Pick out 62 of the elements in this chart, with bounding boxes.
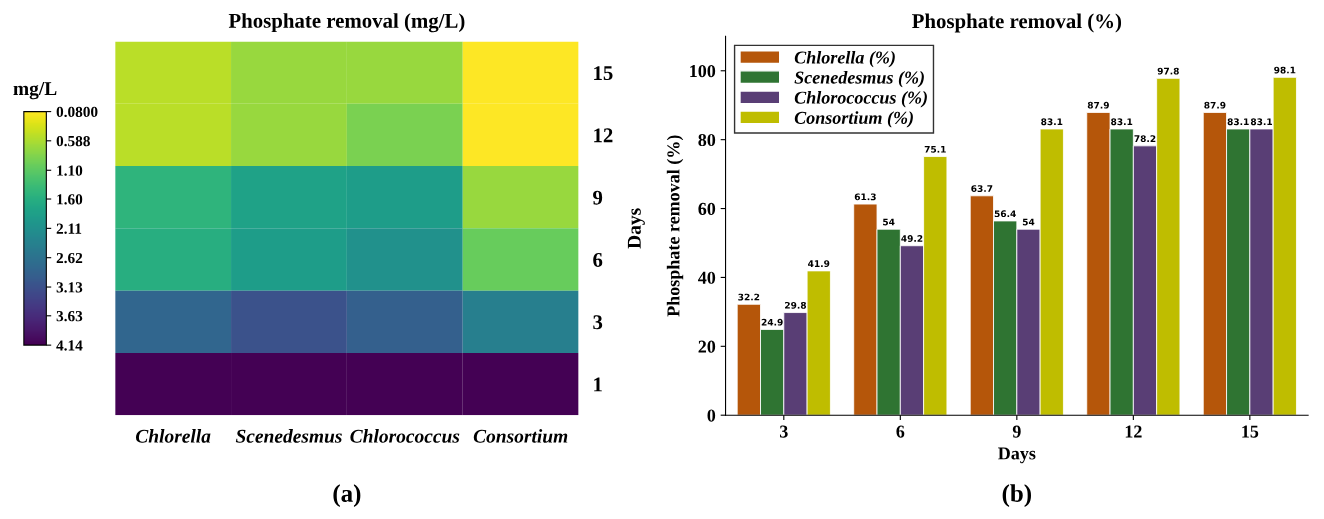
data-label: 87.9	[1204, 101, 1226, 109]
x-tick-label: 3	[779, 425, 788, 438]
y-axis-title: Phosphate removal (%)	[666, 135, 684, 317]
text: (a)	[333, 484, 361, 507]
data-label: 61.3	[854, 193, 876, 201]
x-tick-label: 15	[1242, 425, 1259, 438]
data-label: 56.4	[994, 210, 1016, 218]
color-bar-label: 1.10	[57, 165, 83, 176]
data-label: 75.1	[924, 145, 946, 153]
data-label: 97.8	[1157, 67, 1179, 75]
data-label: 83.1	[1041, 118, 1063, 126]
data-label: 63.7	[971, 185, 993, 192]
legend-label: Consortium (%)	[794, 111, 913, 128]
y-tick-label: 100	[690, 65, 716, 78]
y-axis-title: Days	[627, 208, 645, 249]
y-tick-label: 12	[594, 128, 613, 143]
x-tick-label: Chlorella	[135, 429, 211, 443]
y-tick-label: 40	[698, 271, 716, 284]
x-tick-label: Consortium	[473, 429, 568, 443]
color-bar-label: 2.11	[56, 223, 82, 234]
color-bar-label: 3.63	[56, 310, 83, 322]
color-bar-label: 2.62	[56, 252, 83, 264]
data-label: 54	[883, 218, 895, 226]
chart-title: Phosphate removal (mg/L)	[228, 13, 465, 33]
data-label: 29.8	[785, 301, 807, 309]
x-tick-label: Scenedesmus	[235, 429, 342, 443]
legend-label: Chlorococcus (%)	[794, 91, 927, 108]
text: (b)	[1002, 484, 1032, 507]
x-tick-label: Chlorococcus	[350, 429, 460, 443]
data-label: 41.9	[808, 260, 830, 268]
data-label: 49.2	[901, 235, 923, 242]
data-label: 54	[1022, 218, 1035, 226]
y-tick-label: 80	[698, 133, 716, 147]
color-bar-label: 0.588	[56, 135, 90, 147]
y-tick-label: 9	[593, 190, 603, 205]
data-label: 98.1	[1274, 66, 1296, 74]
data-label: 83.1	[1227, 118, 1249, 126]
legend-label: Scenedesmus (%)	[794, 70, 924, 88]
y-tick-label: 3	[593, 315, 603, 330]
color-bar-title: mg/L	[13, 82, 57, 100]
y-tick-label: 20	[698, 340, 716, 353]
x-tick-label: 6	[896, 425, 905, 438]
data-label: 32.2	[738, 293, 760, 301]
color-bar-label: 4.14	[56, 340, 83, 351]
y-tick-label: 1	[594, 377, 602, 392]
chart-title: Phosphate removal (%)	[912, 13, 1122, 33]
data-label: 83.1	[1111, 118, 1133, 126]
legend-label: Chlorella (%)	[794, 50, 895, 68]
data-label: 83.1	[1250, 118, 1273, 126]
y-tick-label: 15	[594, 66, 613, 81]
x-tick-label: 12	[1125, 425, 1142, 438]
x-tick-label: 9	[1012, 425, 1021, 438]
y-tick-label: 60	[698, 202, 716, 215]
y-tick-label: 0	[707, 409, 716, 422]
data-label: 78.2	[1134, 135, 1156, 143]
data-label: 87.9	[1087, 101, 1109, 109]
color-bar-label: 1.60	[57, 194, 83, 205]
x-axis-title: Days	[998, 447, 1036, 464]
color-bar-label: 0.0800	[56, 106, 98, 118]
data-label: 24.9	[761, 318, 783, 326]
color-bar-label: 3.13	[56, 282, 83, 293]
y-tick-label: 6	[593, 252, 603, 267]
